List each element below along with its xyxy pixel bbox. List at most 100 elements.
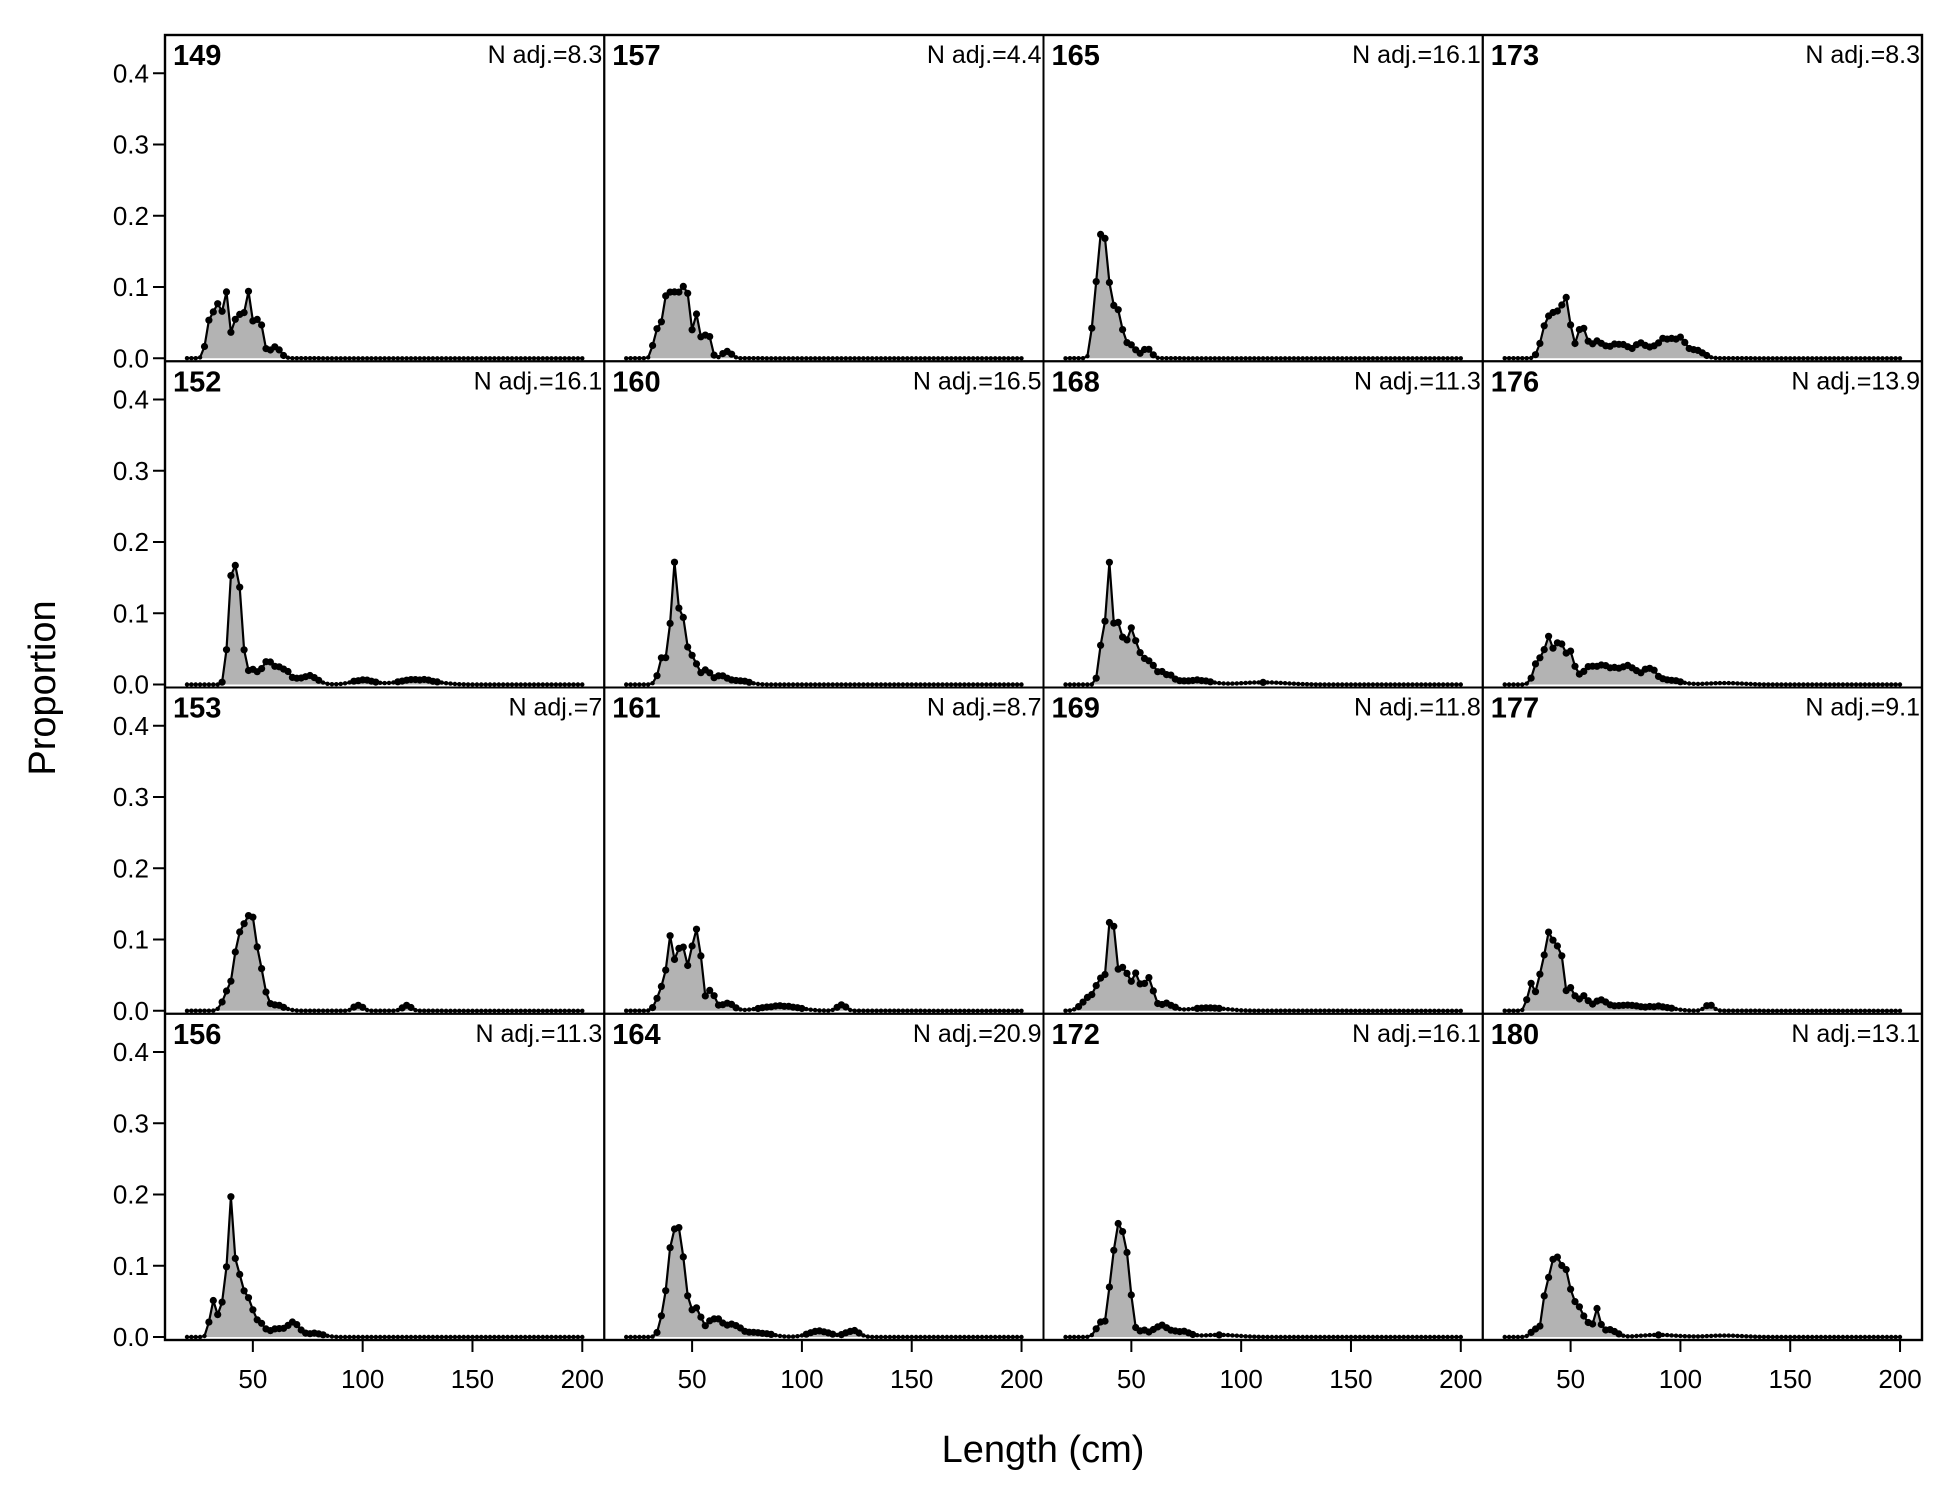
data-point: [452, 1334, 458, 1340]
data-point: [1335, 356, 1341, 361]
data-point: [1580, 1312, 1588, 1320]
data-point: [1379, 682, 1384, 687]
data-point: [1571, 662, 1579, 670]
data-point: [1123, 969, 1131, 978]
data-point: [1580, 992, 1588, 1000]
data-point: [1792, 1334, 1797, 1340]
data-point: [231, 948, 239, 956]
data-point: [812, 682, 818, 687]
data-point: [790, 356, 796, 361]
data-point: [536, 1008, 541, 1013]
data-point: [931, 682, 936, 687]
data-point: [1832, 356, 1837, 361]
data-point: [1419, 682, 1424, 687]
data-point: [1713, 1006, 1718, 1012]
data-point: [373, 1008, 378, 1013]
data-point: [1713, 1333, 1718, 1338]
data-point: [1243, 356, 1248, 361]
data-point: [372, 678, 380, 686]
data-point: [913, 682, 919, 687]
data-point: [843, 682, 848, 687]
data-point: [1344, 1008, 1349, 1013]
data-point: [940, 356, 945, 361]
data-point: [369, 1008, 374, 1013]
data-point: [1296, 1008, 1301, 1013]
data-point: [1454, 682, 1459, 687]
data-point: [909, 1008, 914, 1013]
data-point: [1713, 681, 1718, 686]
data-point: [1181, 1007, 1187, 1012]
data-point: [1101, 970, 1109, 979]
data-point: [1792, 356, 1797, 361]
data-point: [1687, 1008, 1692, 1013]
data-point: [492, 682, 497, 687]
data-point: [258, 1319, 266, 1327]
panel-id-label: 161: [612, 693, 660, 725]
data-point: [408, 356, 414, 361]
data-point: [319, 1331, 327, 1339]
data-point: [646, 355, 651, 360]
data-point: [1105, 278, 1113, 287]
data-point: [1199, 1333, 1204, 1338]
data-point: [1709, 1333, 1714, 1339]
data-point: [1132, 637, 1140, 645]
data-point: [944, 1334, 950, 1340]
data-point: [1397, 682, 1402, 687]
data-point: [1366, 682, 1371, 687]
data-point: [382, 356, 387, 361]
panel-nadj-label: N adj.=8.3: [1805, 41, 1920, 69]
data-point: [1682, 1334, 1688, 1339]
data-point: [284, 667, 292, 676]
data-point: [1072, 356, 1077, 361]
data-point: [580, 1334, 585, 1340]
data-point: [887, 1008, 892, 1013]
data-point: [1766, 1334, 1771, 1340]
data-point: [646, 1008, 651, 1013]
data-point: [1774, 682, 1780, 687]
area-fill: [187, 1196, 583, 1337]
data-point: [1695, 1008, 1701, 1013]
data-point: [240, 1287, 248, 1295]
data-point: [184, 356, 190, 361]
data-point: [1449, 1334, 1455, 1340]
data-point: [1527, 979, 1535, 987]
data-point: [1348, 1008, 1354, 1013]
data-point: [470, 1008, 475, 1013]
data-point: [684, 289, 692, 297]
data-point: [1291, 356, 1297, 361]
data-point: [1897, 1008, 1903, 1013]
data-point: [1234, 681, 1240, 686]
data-point: [1401, 682, 1406, 687]
data-point: [962, 1334, 967, 1340]
data-point: [1629, 1334, 1635, 1339]
y-tick-label: 0.4: [113, 58, 149, 88]
data-point: [566, 1334, 572, 1340]
data-point: [1155, 355, 1160, 360]
data-point: [457, 682, 462, 687]
data-point: [1127, 624, 1135, 632]
data-point: [1709, 681, 1714, 686]
data-point: [258, 665, 266, 673]
data-point: [505, 356, 510, 361]
data-point: [1748, 681, 1753, 687]
data-point: [1110, 922, 1118, 930]
data-point: [1423, 356, 1428, 361]
data-point: [1419, 1334, 1424, 1340]
data-point: [812, 1007, 818, 1013]
data-point: [1527, 674, 1535, 682]
panel-nadj-label: N adj.=16.1: [474, 367, 603, 395]
data-point: [892, 1334, 897, 1340]
data-point: [1370, 682, 1376, 687]
data-point: [1897, 1334, 1903, 1340]
data-point: [1545, 928, 1553, 936]
data-point: [745, 678, 753, 686]
data-point: [369, 356, 374, 361]
data-point: [1454, 1008, 1459, 1013]
data-point: [395, 356, 400, 361]
data-point: [382, 1334, 387, 1340]
data-point: [692, 1304, 701, 1312]
data-point: [558, 1334, 563, 1340]
data-point: [303, 356, 308, 361]
data-point: [842, 1003, 850, 1011]
data-point: [580, 1008, 585, 1013]
